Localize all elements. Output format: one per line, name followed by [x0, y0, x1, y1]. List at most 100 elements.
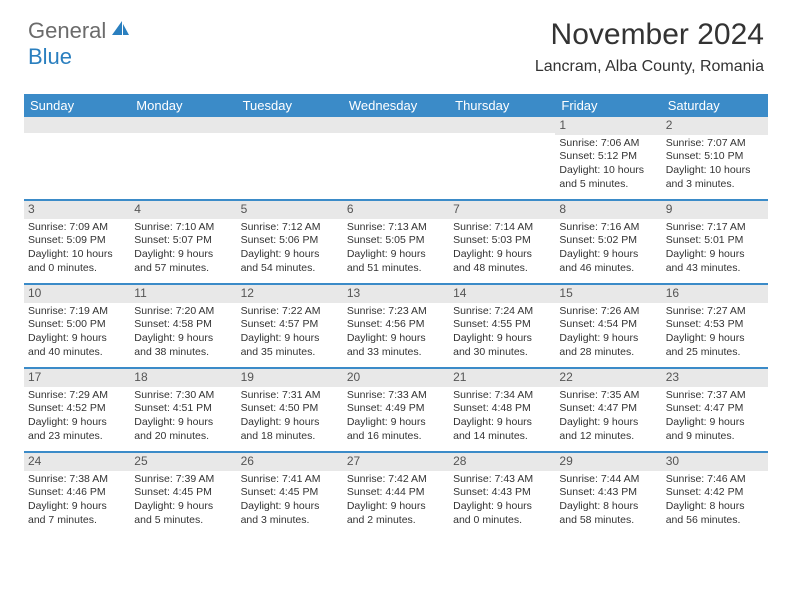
day-number: 8 — [555, 201, 661, 219]
sunrise-text: Sunrise: 7:19 AM — [28, 305, 126, 319]
sunrise-text: Sunrise: 7:35 AM — [559, 389, 657, 403]
daylight-text: Daylight: 9 hours and 33 minutes. — [347, 332, 445, 359]
sunrise-text: Sunrise: 7:26 AM — [559, 305, 657, 319]
sunrise-text: Sunrise: 7:44 AM — [559, 473, 657, 487]
sunrise-text: Sunrise: 7:24 AM — [453, 305, 551, 319]
day-cell: 3Sunrise: 7:09 AMSunset: 5:09 PMDaylight… — [24, 201, 130, 283]
sunset-text: Sunset: 4:56 PM — [347, 318, 445, 332]
sunrise-text: Sunrise: 7:06 AM — [559, 137, 657, 151]
daylight-text: Daylight: 9 hours and 46 minutes. — [559, 248, 657, 275]
daylight-text: Daylight: 9 hours and 18 minutes. — [241, 416, 339, 443]
day-header: Tuesday — [237, 94, 343, 117]
sunset-text: Sunset: 5:02 PM — [559, 234, 657, 248]
day-cell: 4Sunrise: 7:10 AMSunset: 5:07 PMDaylight… — [130, 201, 236, 283]
day-cell: 7Sunrise: 7:14 AMSunset: 5:03 PMDaylight… — [449, 201, 555, 283]
daylight-text: Daylight: 8 hours and 56 minutes. — [666, 500, 764, 527]
sunrise-text: Sunrise: 7:43 AM — [453, 473, 551, 487]
sunset-text: Sunset: 4:48 PM — [453, 402, 551, 416]
day-cell: 23Sunrise: 7:37 AMSunset: 4:47 PMDayligh… — [662, 369, 768, 451]
day-header: Saturday — [662, 94, 768, 117]
day-number: 24 — [24, 453, 130, 471]
day-cell: 27Sunrise: 7:42 AMSunset: 4:44 PMDayligh… — [343, 453, 449, 535]
day-cell: 2Sunrise: 7:07 AMSunset: 5:10 PMDaylight… — [662, 117, 768, 199]
daylight-text: Daylight: 9 hours and 38 minutes. — [134, 332, 232, 359]
sunrise-text: Sunrise: 7:23 AM — [347, 305, 445, 319]
daylight-text: Daylight: 9 hours and 48 minutes. — [453, 248, 551, 275]
sunrise-text: Sunrise: 7:34 AM — [453, 389, 551, 403]
daylight-text: Daylight: 9 hours and 43 minutes. — [666, 248, 764, 275]
day-number: 27 — [343, 453, 449, 471]
daylight-text: Daylight: 9 hours and 16 minutes. — [347, 416, 445, 443]
day-cell: 15Sunrise: 7:26 AMSunset: 4:54 PMDayligh… — [555, 285, 661, 367]
sunrise-text: Sunrise: 7:09 AM — [28, 221, 126, 235]
sunset-text: Sunset: 4:50 PM — [241, 402, 339, 416]
daylight-text: Daylight: 9 hours and 35 minutes. — [241, 332, 339, 359]
sunrise-text: Sunrise: 7:17 AM — [666, 221, 764, 235]
sunrise-text: Sunrise: 7:39 AM — [134, 473, 232, 487]
sunset-text: Sunset: 4:47 PM — [666, 402, 764, 416]
sunrise-text: Sunrise: 7:27 AM — [666, 305, 764, 319]
sunrise-text: Sunrise: 7:20 AM — [134, 305, 232, 319]
sunrise-text: Sunrise: 7:07 AM — [666, 137, 764, 151]
day-header: Friday — [555, 94, 661, 117]
day-cell: 9Sunrise: 7:17 AMSunset: 5:01 PMDaylight… — [662, 201, 768, 283]
day-number: 22 — [555, 369, 661, 387]
logo-blue-wrap: Blue — [28, 44, 72, 70]
sunrise-text: Sunrise: 7:22 AM — [241, 305, 339, 319]
day-cell: 24Sunrise: 7:38 AMSunset: 4:46 PMDayligh… — [24, 453, 130, 535]
daylight-text: Daylight: 9 hours and 20 minutes. — [134, 416, 232, 443]
sunset-text: Sunset: 5:03 PM — [453, 234, 551, 248]
day-cell: 6Sunrise: 7:13 AMSunset: 5:05 PMDaylight… — [343, 201, 449, 283]
logo: General — [28, 18, 132, 44]
sunset-text: Sunset: 4:58 PM — [134, 318, 232, 332]
sunset-text: Sunset: 5:06 PM — [241, 234, 339, 248]
week-row: 24Sunrise: 7:38 AMSunset: 4:46 PMDayligh… — [24, 451, 768, 535]
day-number: 28 — [449, 453, 555, 471]
day-number: 4 — [130, 201, 236, 219]
daylight-text: Daylight: 9 hours and 30 minutes. — [453, 332, 551, 359]
day-cell: 12Sunrise: 7:22 AMSunset: 4:57 PMDayligh… — [237, 285, 343, 367]
daylight-text: Daylight: 9 hours and 5 minutes. — [134, 500, 232, 527]
day-header: Sunday — [24, 94, 130, 117]
day-number: 10 — [24, 285, 130, 303]
day-number: 5 — [237, 201, 343, 219]
day-cell — [24, 117, 130, 199]
empty-day-band — [237, 117, 343, 133]
month-title: November 2024 — [535, 18, 764, 52]
sunset-text: Sunset: 5:01 PM — [666, 234, 764, 248]
sunset-text: Sunset: 4:43 PM — [559, 486, 657, 500]
daylight-text: Daylight: 9 hours and 25 minutes. — [666, 332, 764, 359]
header: General November 2024 Lancram, Alba Coun… — [0, 0, 792, 84]
day-cell: 13Sunrise: 7:23 AMSunset: 4:56 PMDayligh… — [343, 285, 449, 367]
day-header: Thursday — [449, 94, 555, 117]
day-header: Monday — [130, 94, 236, 117]
logo-text-general: General — [28, 18, 106, 44]
day-cell: 26Sunrise: 7:41 AMSunset: 4:45 PMDayligh… — [237, 453, 343, 535]
sunset-text: Sunset: 4:47 PM — [559, 402, 657, 416]
sunrise-text: Sunrise: 7:41 AM — [241, 473, 339, 487]
week-row: 1Sunrise: 7:06 AMSunset: 5:12 PMDaylight… — [24, 117, 768, 199]
sunset-text: Sunset: 4:51 PM — [134, 402, 232, 416]
daylight-text: Daylight: 9 hours and 54 minutes. — [241, 248, 339, 275]
sunrise-text: Sunrise: 7:30 AM — [134, 389, 232, 403]
sunset-text: Sunset: 4:46 PM — [28, 486, 126, 500]
week-row: 3Sunrise: 7:09 AMSunset: 5:09 PMDaylight… — [24, 199, 768, 283]
daylight-text: Daylight: 9 hours and 0 minutes. — [453, 500, 551, 527]
logo-sail-icon — [110, 19, 130, 42]
daylight-text: Daylight: 10 hours and 0 minutes. — [28, 248, 126, 275]
daylight-text: Daylight: 8 hours and 58 minutes. — [559, 500, 657, 527]
day-cell: 16Sunrise: 7:27 AMSunset: 4:53 PMDayligh… — [662, 285, 768, 367]
day-number: 3 — [24, 201, 130, 219]
sunrise-text: Sunrise: 7:12 AM — [241, 221, 339, 235]
empty-day-band — [130, 117, 236, 133]
daylight-text: Daylight: 10 hours and 3 minutes. — [666, 164, 764, 191]
day-cell: 28Sunrise: 7:43 AMSunset: 4:43 PMDayligh… — [449, 453, 555, 535]
sunset-text: Sunset: 5:12 PM — [559, 150, 657, 164]
daylight-text: Daylight: 9 hours and 57 minutes. — [134, 248, 232, 275]
day-cell: 18Sunrise: 7:30 AMSunset: 4:51 PMDayligh… — [130, 369, 236, 451]
sunset-text: Sunset: 4:42 PM — [666, 486, 764, 500]
daylight-text: Daylight: 9 hours and 51 minutes. — [347, 248, 445, 275]
day-cell: 5 Sunrise: 7:12 AMSunset: 5:06 PMDaylight… — [237, 201, 343, 283]
sunset-text: Sunset: 4:52 PM — [28, 402, 126, 416]
day-cell: 22Sunrise: 7:35 AMSunset: 4:47 PMDayligh… — [555, 369, 661, 451]
